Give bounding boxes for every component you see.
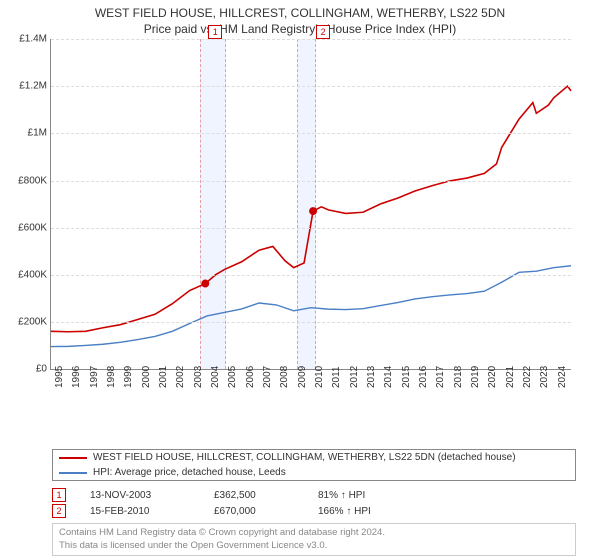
legend-swatch	[59, 472, 87, 474]
x-axis-tick-label: 2017	[435, 366, 446, 388]
event-list: 1 13-NOV-2003 £362,500 81% ↑ HPI 2 15-FEB-201…	[52, 487, 576, 519]
y-axis-tick-label: £0	[3, 364, 47, 375]
y-axis-tick-label: £600K	[3, 222, 47, 233]
chart-area: £0£200K£400K£600K£800K£1M£1.2M£1.4M19951…	[40, 39, 600, 409]
legend-item: HPI: Average price, detached house, Leed…	[53, 465, 575, 480]
x-axis-tick-label: 1998	[106, 366, 117, 388]
event-date: 13-NOV-2003	[90, 490, 190, 501]
gridline	[51, 86, 571, 87]
event-row: 2 15-FEB-2010 £670,000 166% ↑ HPI	[52, 503, 576, 519]
gridline	[51, 228, 571, 229]
x-axis-tick-label: 2021	[505, 366, 516, 388]
gridline	[51, 39, 571, 40]
x-axis-tick-label: 1996	[71, 366, 82, 388]
x-axis-tick-label: 2004	[210, 366, 221, 388]
x-axis-tick-label: 2012	[349, 366, 360, 388]
y-axis-tick-label: £200K	[3, 317, 47, 328]
chart-container: WEST FIELD HOUSE, HILLCREST, COLLINGHAM,…	[0, 0, 600, 560]
x-axis-tick-label: 2018	[453, 366, 464, 388]
x-axis-tick-label: 2019	[470, 366, 481, 388]
x-axis-tick-label: 2023	[539, 366, 550, 388]
title-line-1: WEST FIELD HOUSE, HILLCREST, COLLINGHAM,…	[0, 6, 600, 22]
x-axis-tick-label: 2010	[314, 366, 325, 388]
x-axis-tick-label: 2014	[383, 366, 394, 388]
x-axis-tick-label: 1999	[123, 366, 134, 388]
x-axis-tick-label: 2015	[401, 366, 412, 388]
y-axis-tick-label: £400K	[3, 269, 47, 280]
gridline	[51, 133, 571, 134]
event-price: £670,000	[214, 506, 294, 517]
event-row: 1 13-NOV-2003 £362,500 81% ↑ HPI	[52, 487, 576, 503]
event-id-box: 2	[52, 504, 66, 518]
y-axis-tick-label: £1.2M	[3, 81, 47, 92]
x-axis-tick-label: 2009	[297, 366, 308, 388]
event-date: 15-FEB-2010	[90, 506, 190, 517]
x-axis-tick-label: 1997	[89, 366, 100, 388]
x-axis-tick-label: 2003	[193, 366, 204, 388]
x-axis-tick-label: 2007	[262, 366, 273, 388]
event-marker-dot	[309, 207, 317, 215]
x-axis-tick-label: 2001	[158, 366, 169, 388]
event-marker-label: 1	[208, 25, 222, 39]
gridline	[51, 275, 571, 276]
series-line-hpi	[51, 266, 571, 347]
x-axis-tick-label: 2008	[279, 366, 290, 388]
x-axis-tick-label: 1995	[54, 366, 65, 388]
legend-item: WEST FIELD HOUSE, HILLCREST, COLLINGHAM,…	[53, 450, 575, 465]
footer-line-2: This data is licensed under the Open Gov…	[59, 540, 569, 552]
event-marker-dot	[201, 280, 209, 288]
gridline	[51, 322, 571, 323]
x-axis-tick-label: 2011	[331, 367, 342, 389]
x-axis-tick-label: 2000	[141, 366, 152, 388]
chart-title: WEST FIELD HOUSE, HILLCREST, COLLINGHAM,…	[0, 0, 600, 37]
event-price: £362,500	[214, 490, 294, 501]
legend-swatch	[59, 457, 87, 459]
x-axis-tick-label: 2013	[366, 366, 377, 388]
event-hpi: 81% ↑ HPI	[318, 490, 365, 501]
y-axis-tick-label: £1.4M	[3, 34, 47, 45]
legend-label: HPI: Average price, detached house, Leed…	[93, 467, 286, 478]
event-marker-label: 2	[316, 25, 330, 39]
legend-label: WEST FIELD HOUSE, HILLCREST, COLLINGHAM,…	[93, 452, 516, 463]
y-axis-tick-label: £1M	[3, 128, 47, 139]
x-axis-tick-label: 2002	[175, 366, 186, 388]
x-axis-tick-label: 2022	[522, 366, 533, 388]
x-axis-tick-label: 2024	[557, 366, 568, 388]
chart-svg	[51, 39, 571, 369]
footer-line-1: Contains HM Land Registry data © Crown c…	[59, 527, 569, 539]
x-axis-tick-label: 2020	[487, 366, 498, 388]
event-hpi: 166% ↑ HPI	[318, 506, 371, 517]
event-id-box: 1	[52, 488, 66, 502]
x-axis-tick-label: 2005	[227, 366, 238, 388]
gridline	[51, 181, 571, 182]
plot-area: £0£200K£400K£600K£800K£1M£1.2M£1.4M19951…	[50, 39, 571, 370]
x-axis-tick-label: 2016	[418, 366, 429, 388]
title-line-2: Price paid vs. HM Land Registry's House …	[0, 22, 600, 38]
legend: WEST FIELD HOUSE, HILLCREST, COLLINGHAM,…	[52, 449, 576, 481]
footer-credits: Contains HM Land Registry data © Crown c…	[52, 523, 576, 556]
x-axis-tick-label: 2006	[245, 366, 256, 388]
y-axis-tick-label: £800K	[3, 175, 47, 186]
